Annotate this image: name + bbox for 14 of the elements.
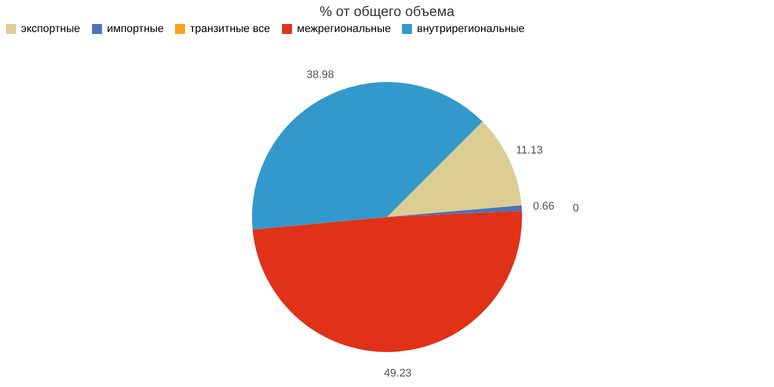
data-label: 11.13 <box>516 144 543 157</box>
pie-slice <box>387 205 522 217</box>
pie-slice <box>252 210 522 352</box>
legend-label: импортные <box>107 23 164 35</box>
legend-label: межрегиональные <box>297 23 391 35</box>
data-label: 0.66 <box>532 200 554 213</box>
text: 0 <box>572 202 579 215</box>
chart-title: % от общего объема <box>320 3 455 19</box>
data-label: 49.23 <box>384 368 412 380</box>
legend-label: внутрирегиональные <box>417 23 525 35</box>
legend-label: транзитные все <box>190 23 270 35</box>
data-label: 38.98 <box>306 68 334 81</box>
pie-slice <box>252 82 482 230</box>
legend-label: экспортные <box>21 23 80 35</box>
